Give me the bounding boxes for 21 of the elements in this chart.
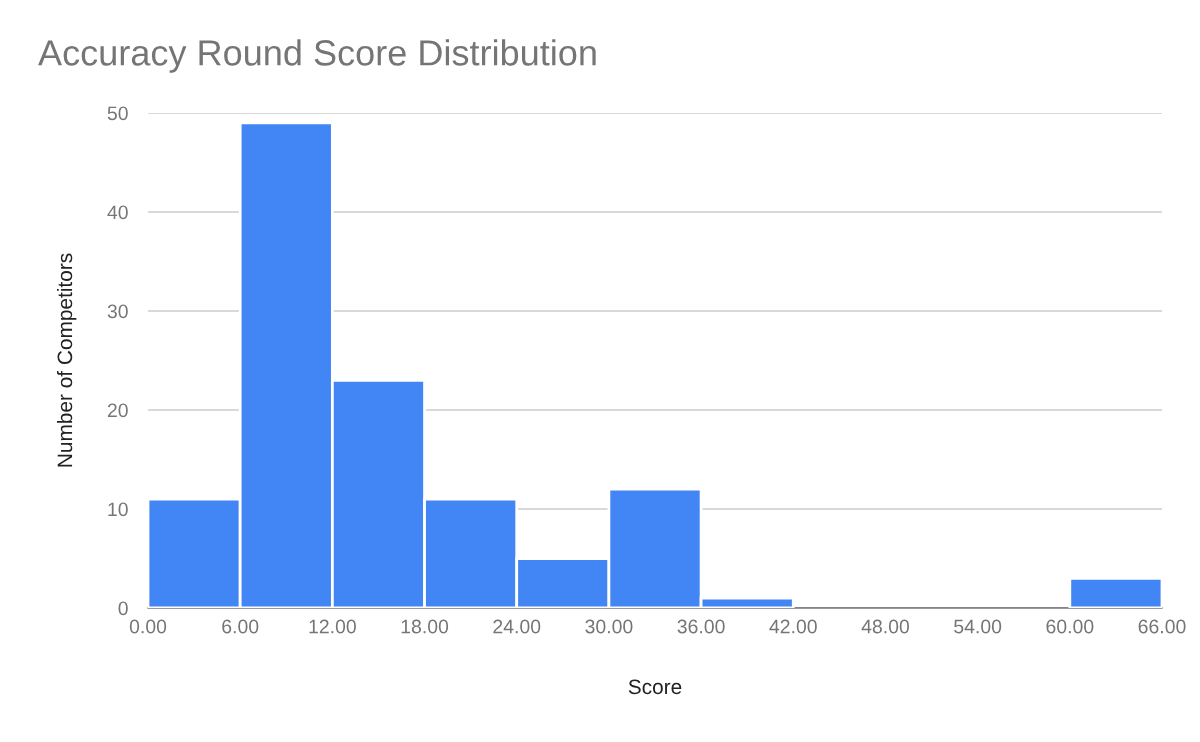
y-tick-label: 30 xyxy=(107,304,128,319)
x-tick-label: 36.00 xyxy=(677,619,725,634)
y-axis-title: Number of Competitors xyxy=(56,253,77,467)
x-tick-label: 48.00 xyxy=(861,619,910,634)
x-tick-label: 6.00 xyxy=(222,619,259,634)
x-tick-label: 42.00 xyxy=(769,619,817,634)
y-tick-label: 10 xyxy=(108,502,128,517)
x-tick-label: 66.00 xyxy=(1138,619,1186,634)
x-tick-label: 54.00 xyxy=(954,619,1002,634)
x-tick-label: 0.00 xyxy=(129,619,167,634)
chart-title: Accuracy Round Score Distribution xyxy=(38,39,596,73)
x-tick-label: 24.00 xyxy=(493,619,541,634)
x-tick-label: 60.00 xyxy=(1046,619,1094,634)
x-tick-label: 30.00 xyxy=(585,619,633,634)
y-tick-label: 0 xyxy=(118,601,128,616)
y-tick-label: 40 xyxy=(107,205,128,220)
x-axis-title: Score xyxy=(628,679,682,695)
y-tick-label: 50 xyxy=(107,106,128,121)
x-tick-label: 18.00 xyxy=(401,619,449,634)
y-tick-label: 20 xyxy=(107,403,128,418)
x-tick-label: 12.00 xyxy=(309,619,356,634)
